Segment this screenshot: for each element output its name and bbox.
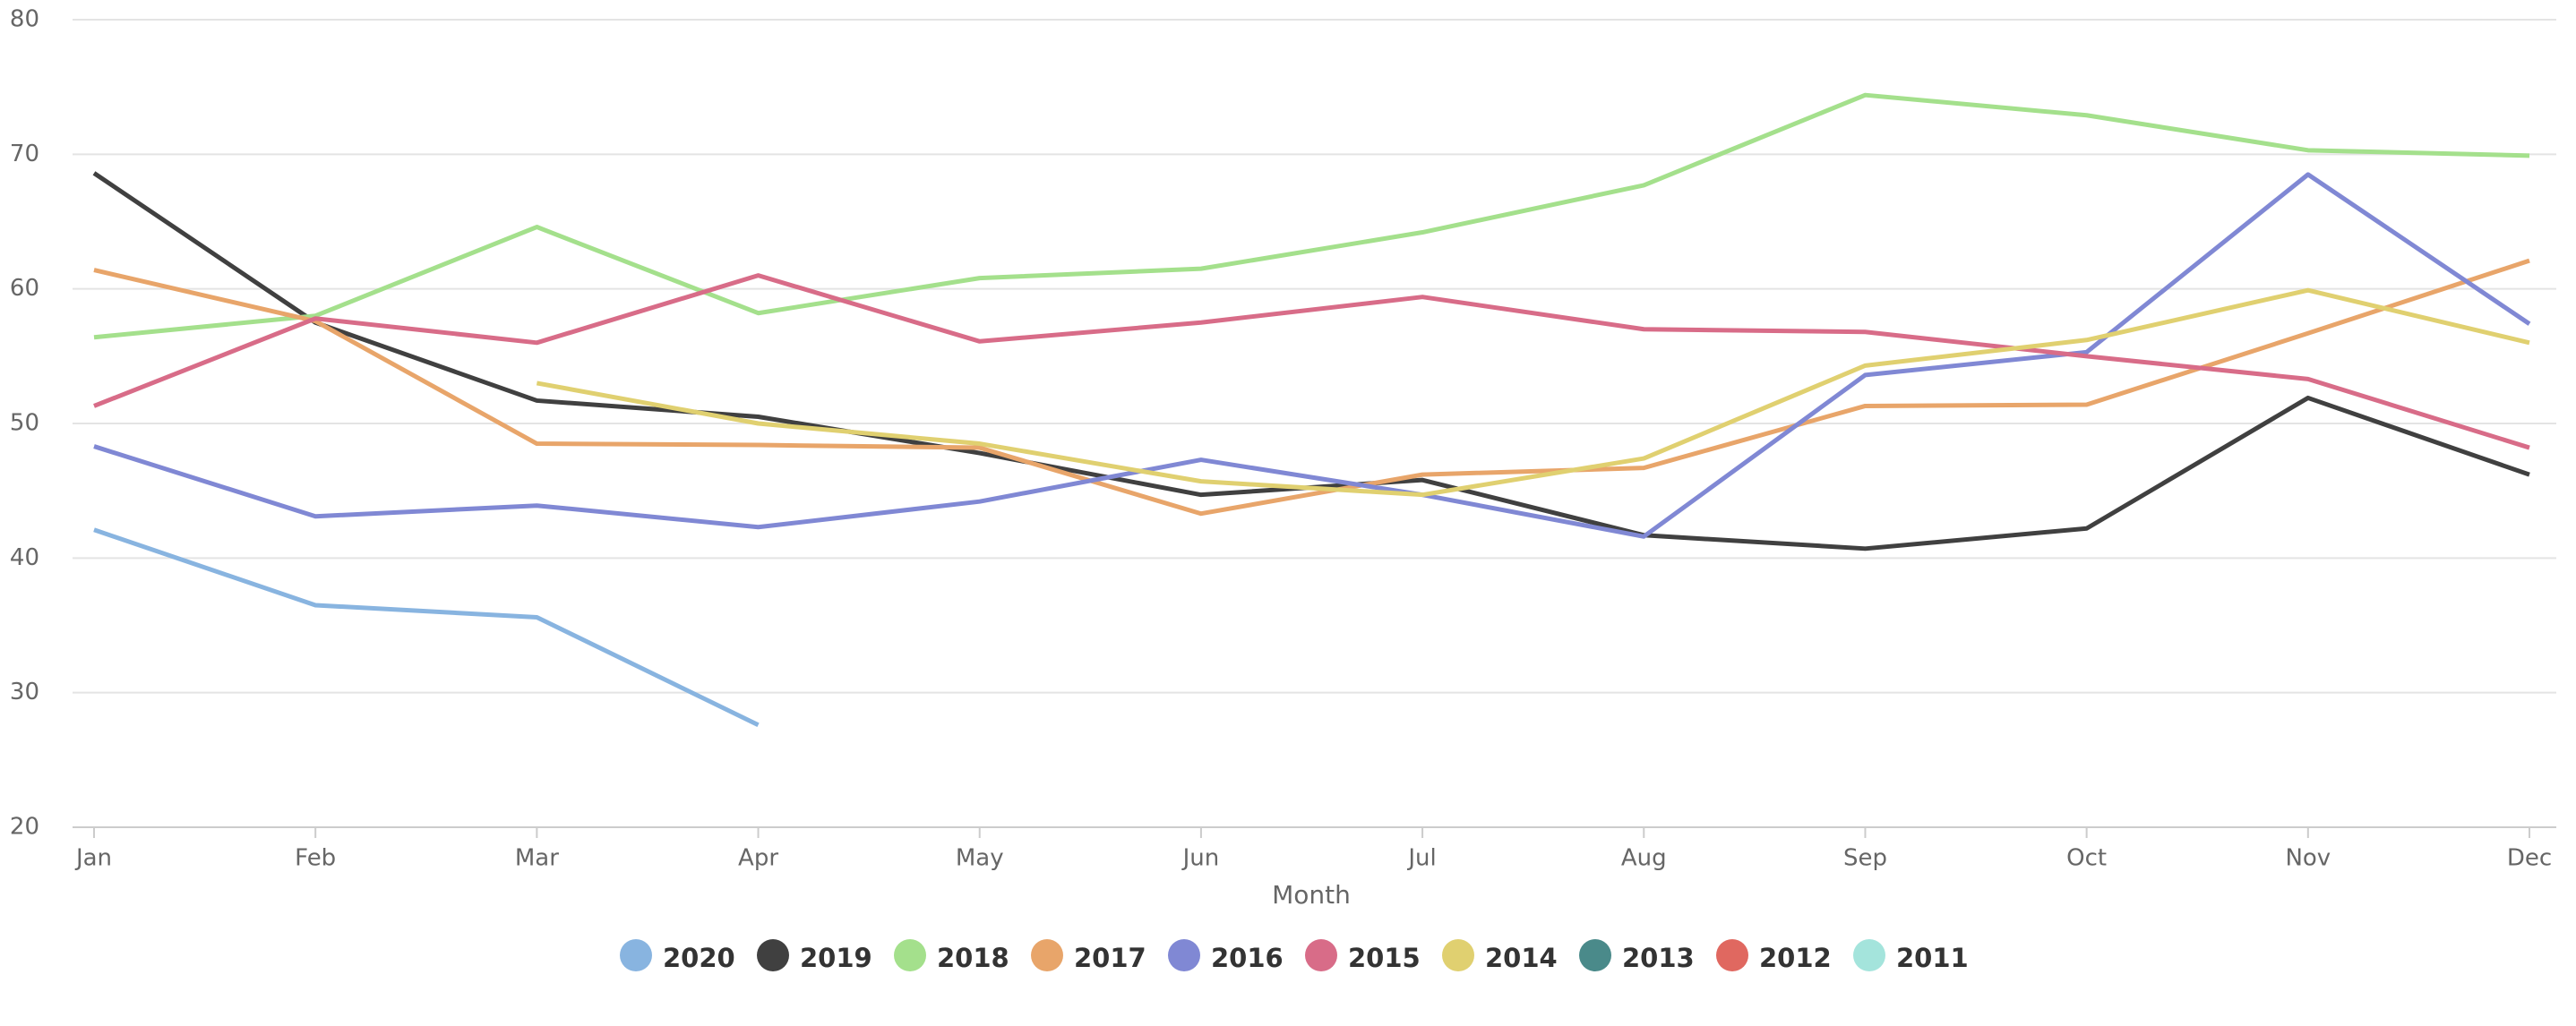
y-tick-label: 30 xyxy=(10,679,39,705)
x-tick-label: Jul xyxy=(1406,845,1436,872)
x-tick-label: Aug xyxy=(1621,845,1667,872)
x-tick-label: Nov xyxy=(2285,845,2331,872)
legend-swatch xyxy=(1716,939,1748,971)
legend-swatch xyxy=(1442,939,1474,971)
series-line xyxy=(536,287,2530,498)
series-line xyxy=(93,527,760,727)
legend-label: 2017 xyxy=(1074,943,1146,973)
x-tick-label: Dec xyxy=(2507,845,2552,872)
series-line xyxy=(93,273,2530,450)
y-tick-label: 60 xyxy=(10,275,39,302)
legend-swatch xyxy=(1305,939,1337,971)
x-tick-label: Apr xyxy=(738,845,778,872)
series-line xyxy=(93,92,2530,340)
x-tick-label: Jan xyxy=(74,845,112,872)
x-axis-title: Month xyxy=(1272,880,1351,910)
x-tick-label: Sep xyxy=(1843,845,1887,872)
y-tick-label: 20 xyxy=(10,814,39,841)
y-tick-label: 40 xyxy=(10,544,39,571)
legend-label: 2016 xyxy=(1211,943,1284,973)
y-tick-label: 70 xyxy=(10,141,39,167)
legend-swatch xyxy=(1168,939,1200,971)
legend-label: 2018 xyxy=(937,943,1009,973)
series-line xyxy=(93,258,2530,517)
x-tick-label: May xyxy=(956,845,1004,872)
legend-swatch xyxy=(1031,939,1063,971)
series-line xyxy=(93,172,2531,539)
legend-label: 2012 xyxy=(1759,943,1832,973)
legend-swatch xyxy=(757,939,789,971)
y-tick-label: 50 xyxy=(10,410,39,437)
legend-label: 2011 xyxy=(1896,943,1969,973)
legend-label: 2013 xyxy=(1622,943,1695,973)
x-tick-label: Oct xyxy=(2066,845,2107,872)
y-tick-label: 80 xyxy=(10,6,39,33)
legend-swatch xyxy=(894,939,926,971)
legend-label: 2019 xyxy=(800,943,872,973)
legend-swatch xyxy=(620,939,652,971)
legend-label: 2014 xyxy=(1485,943,1558,973)
legend-swatch xyxy=(1579,939,1611,971)
legend-label: 2015 xyxy=(1348,943,1421,973)
x-tick-label: Feb xyxy=(295,845,336,872)
legend-label: 2020 xyxy=(663,943,735,973)
x-tick-label: Jun xyxy=(1181,845,1220,872)
legend-swatch xyxy=(1853,939,1885,971)
x-tick-label: Mar xyxy=(515,845,559,872)
